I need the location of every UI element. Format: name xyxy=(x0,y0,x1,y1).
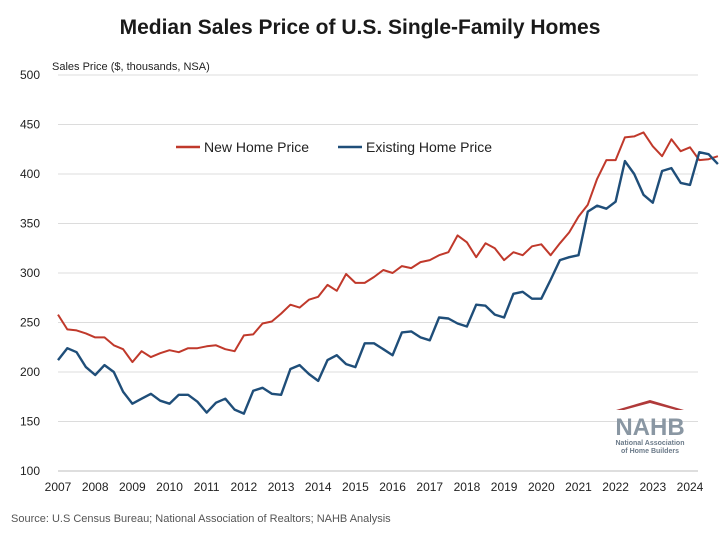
logo-line-1: National Association xyxy=(615,440,685,447)
x-tick-2014: 2014 xyxy=(305,480,332,494)
y-tick-150: 150 xyxy=(20,415,40,429)
y-tick-350: 350 xyxy=(20,217,40,231)
x-tick-2019: 2019 xyxy=(491,480,518,494)
x-tick-2020: 2020 xyxy=(528,480,555,494)
x-tick-2017: 2017 xyxy=(416,480,443,494)
x-tick-labels: 2007 2008 2009 2010 2011 2012 2013 2014 2015 2016… xyxy=(45,480,704,494)
y-tick-250: 250 xyxy=(20,316,40,330)
y-tick-450: 450 xyxy=(20,118,40,132)
y-tick-300: 300 xyxy=(20,266,40,280)
series-lines xyxy=(57,131,719,415)
y-tick-100: 100 xyxy=(20,464,40,478)
x-tick-2018: 2018 xyxy=(454,480,481,494)
x-tick-2011: 2011 xyxy=(194,480,220,494)
legend-label-existing-home-price: Existing Home Price xyxy=(366,139,492,155)
chart-title: Median Sales Price of U.S. Single-Family… xyxy=(119,16,601,39)
x-tick-2009: 2009 xyxy=(119,480,146,494)
x-tick-2012: 2012 xyxy=(231,480,258,494)
logo-line-2: of Home Builders xyxy=(621,448,679,455)
source-note: Source: U.S Census Bureau; National Asso… xyxy=(11,513,391,525)
legend-label-new-home-price: New Home Price xyxy=(204,139,309,155)
gridlines xyxy=(58,74,698,472)
series-line-existing-home-price xyxy=(57,150,719,415)
y-tick-500: 500 xyxy=(20,68,40,82)
x-tick-2008: 2008 xyxy=(82,480,109,494)
x-tick-2021: 2021 xyxy=(565,480,592,494)
house-roof-icon xyxy=(616,400,684,410)
y-axis-label: Sales Price ($, thousands, NSA) xyxy=(52,61,210,73)
y-tick-400: 400 xyxy=(20,167,40,181)
x-tick-2013: 2013 xyxy=(268,480,295,494)
y-tick-200: 200 xyxy=(20,365,40,379)
x-tick-2010: 2010 xyxy=(156,480,183,494)
y-tick-labels: 100 150 200 250 300 350 400 450 500 xyxy=(20,68,40,478)
series-line-new-home-price xyxy=(57,131,719,364)
legend: New Home Price Existing Home Price xyxy=(176,139,492,155)
nahb-logo: NAHB National Association of Home Builde… xyxy=(610,398,690,456)
x-tick-2015: 2015 xyxy=(342,480,369,494)
logo-wordmark: NAHB xyxy=(615,414,685,441)
x-tick-2022: 2022 xyxy=(602,480,629,494)
x-tick-2023: 2023 xyxy=(639,480,666,494)
x-tick-2007: 2007 xyxy=(45,480,72,494)
x-tick-2024: 2024 xyxy=(677,480,704,494)
x-tick-2016: 2016 xyxy=(379,480,406,494)
